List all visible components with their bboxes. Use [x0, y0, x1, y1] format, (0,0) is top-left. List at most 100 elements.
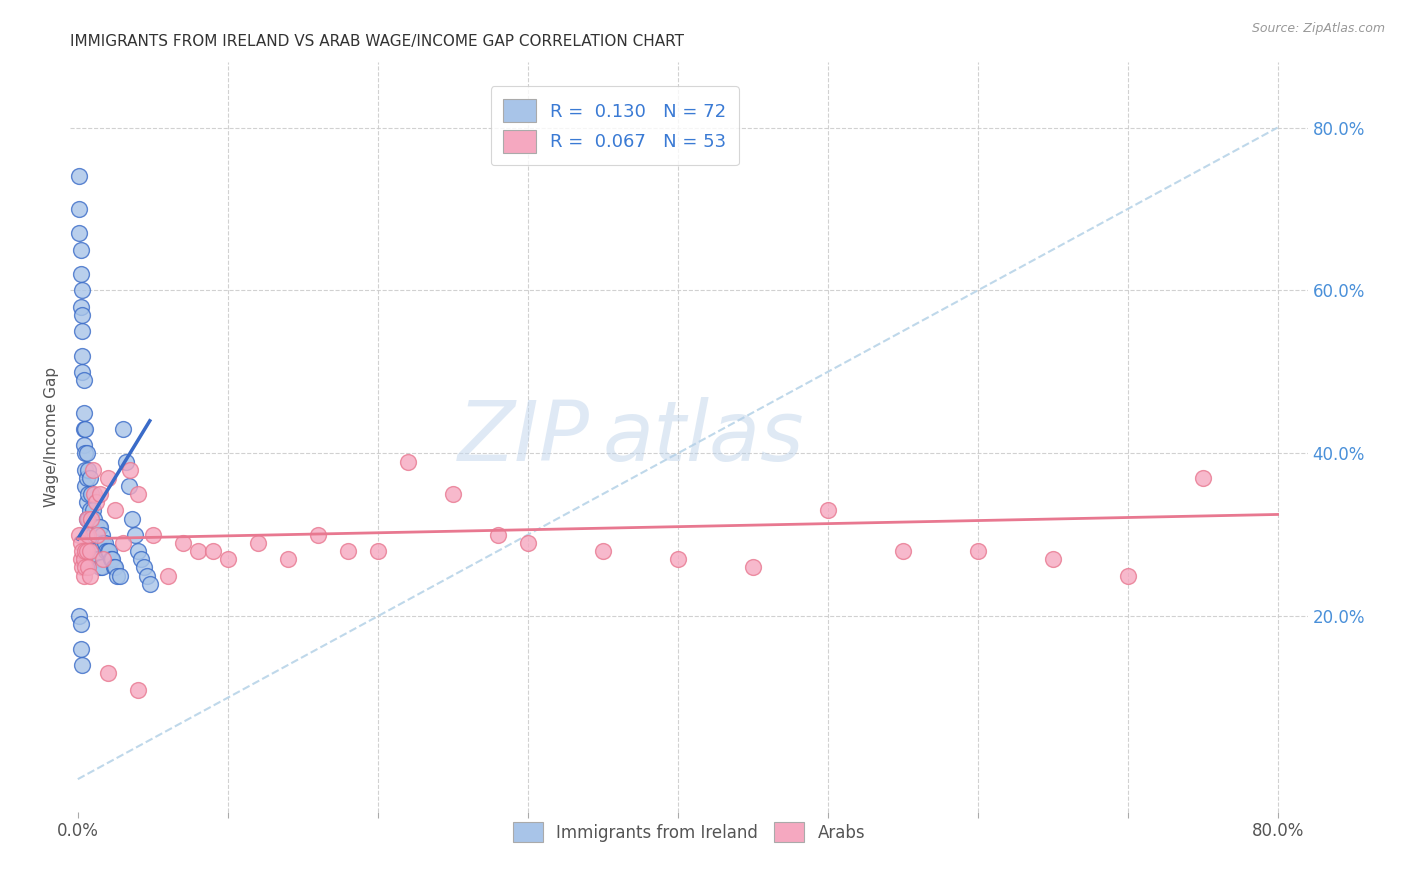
- Text: Source: ZipAtlas.com: Source: ZipAtlas.com: [1251, 22, 1385, 36]
- Point: [104, 503, 127, 517]
- Point: [87, 552, 110, 566]
- Point: [76, 446, 98, 460]
- Point: [73, 373, 96, 387]
- Point: [741, 560, 763, 574]
- Point: [108, 568, 131, 582]
- Point: [69, 617, 91, 632]
- Point: [72, 544, 94, 558]
- Point: [111, 422, 134, 436]
- Point: [79, 503, 101, 517]
- Point: [86, 528, 108, 542]
- Point: [277, 552, 299, 566]
- Point: [87, 519, 110, 533]
- Point: [120, 463, 142, 477]
- Point: [129, 552, 152, 566]
- Point: [89, 487, 111, 501]
- Point: [94, 536, 117, 550]
- Point: [666, 552, 689, 566]
- Point: [121, 511, 143, 525]
- Point: [82, 528, 104, 542]
- Point: [69, 243, 91, 257]
- Point: [84, 495, 107, 509]
- Point: [98, 544, 121, 558]
- Point: [77, 528, 100, 542]
- Point: [67, 169, 90, 184]
- Point: [73, 438, 96, 452]
- Point: [187, 544, 209, 558]
- Point: [72, 349, 94, 363]
- Point: [69, 300, 91, 314]
- Point: [82, 463, 104, 477]
- Point: [135, 568, 157, 582]
- Point: [72, 560, 94, 574]
- Point: [79, 471, 101, 485]
- Point: [90, 560, 112, 574]
- Point: [80, 487, 103, 501]
- Point: [103, 560, 125, 574]
- Point: [75, 422, 97, 436]
- Point: [75, 560, 97, 574]
- Point: [84, 519, 107, 533]
- Point: [172, 536, 194, 550]
- Point: [486, 528, 509, 542]
- Point: [156, 568, 179, 582]
- Point: [77, 560, 100, 574]
- Point: [77, 487, 100, 501]
- Point: [67, 609, 90, 624]
- Point: [124, 528, 146, 542]
- Point: [79, 544, 101, 558]
- Point: [966, 544, 988, 558]
- Point: [101, 552, 124, 566]
- Point: [69, 552, 91, 566]
- Point: [75, 463, 97, 477]
- Point: [592, 544, 614, 558]
- Point: [79, 528, 101, 542]
- Point: [72, 308, 94, 322]
- Point: [72, 658, 94, 673]
- Point: [127, 487, 149, 501]
- Point: [77, 463, 100, 477]
- Point: [86, 528, 108, 542]
- Point: [201, 544, 224, 558]
- Point: [817, 503, 839, 517]
- Point: [118, 479, 141, 493]
- Point: [336, 544, 359, 558]
- Point: [86, 552, 108, 566]
- Point: [111, 536, 134, 550]
- Point: [396, 454, 419, 468]
- Point: [90, 528, 112, 542]
- Point: [516, 536, 538, 550]
- Point: [97, 666, 120, 681]
- Point: [67, 202, 90, 216]
- Point: [73, 552, 96, 566]
- Point: [97, 471, 120, 485]
- Y-axis label: Wage/Income Gap: Wage/Income Gap: [44, 367, 59, 508]
- Point: [127, 544, 149, 558]
- Legend: Immigrants from Ireland, Arabs: Immigrants from Ireland, Arabs: [506, 816, 872, 848]
- Point: [79, 568, 101, 582]
- Point: [1191, 471, 1213, 485]
- Point: [69, 267, 91, 281]
- Point: [73, 422, 96, 436]
- Point: [83, 487, 105, 501]
- Point: [67, 528, 90, 542]
- Point: [75, 544, 97, 558]
- Point: [76, 495, 98, 509]
- Point: [83, 544, 105, 558]
- Point: [77, 511, 100, 525]
- Point: [89, 560, 111, 574]
- Point: [127, 682, 149, 697]
- Point: [72, 324, 94, 338]
- Point: [76, 471, 98, 485]
- Point: [75, 479, 97, 493]
- Text: IMMIGRANTS FROM IRELAND VS ARAB WAGE/INCOME GAP CORRELATION CHART: IMMIGRANTS FROM IRELAND VS ARAB WAGE/INC…: [70, 34, 685, 49]
- Point: [72, 365, 94, 379]
- Point: [1042, 552, 1064, 566]
- Point: [83, 511, 105, 525]
- Point: [82, 503, 104, 517]
- Point: [76, 511, 98, 525]
- Point: [82, 552, 104, 566]
- Point: [69, 536, 91, 550]
- Point: [80, 544, 103, 558]
- Point: [67, 227, 90, 241]
